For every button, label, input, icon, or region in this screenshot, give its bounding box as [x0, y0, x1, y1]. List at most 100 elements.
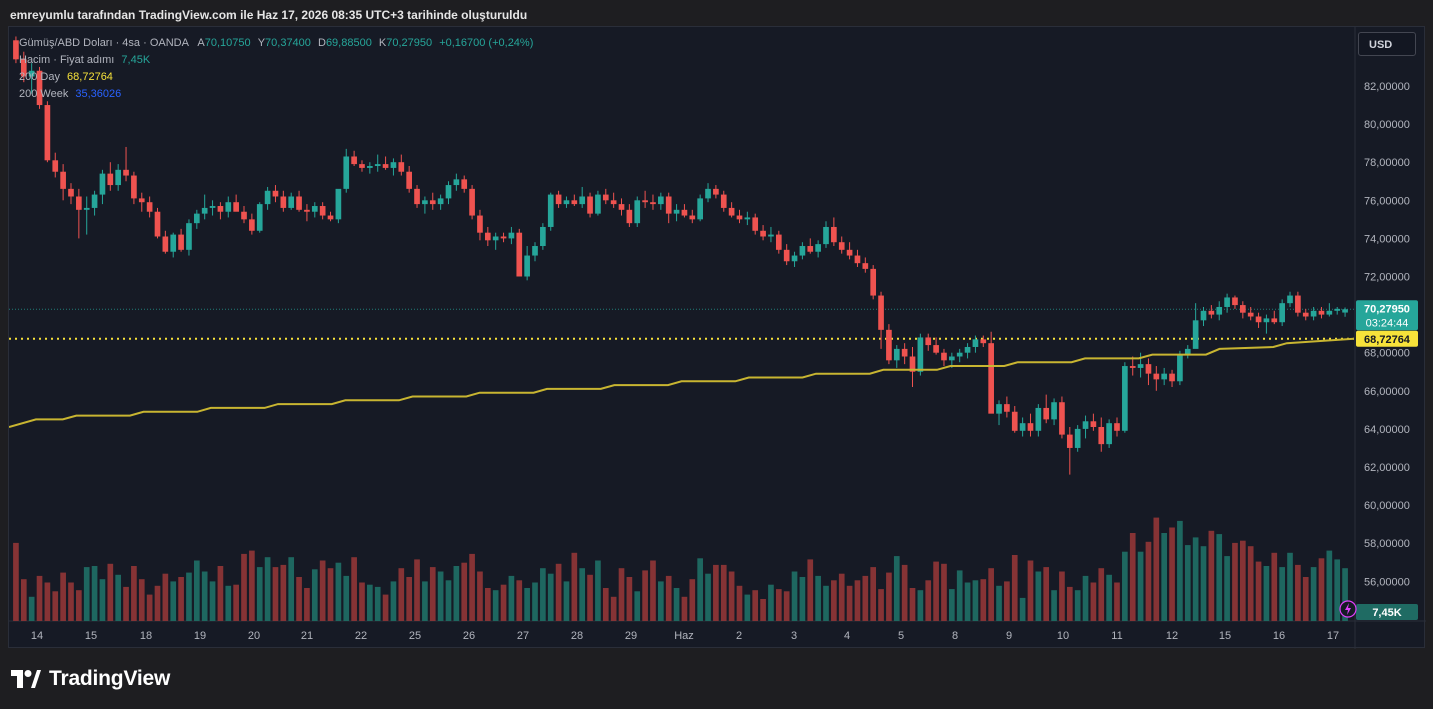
- x-tick-label: 15: [1219, 630, 1231, 642]
- volume-indicator-label: Hacim · Fiyat adımı: [19, 54, 115, 66]
- candle-body: [775, 234, 782, 250]
- candle-body: [665, 196, 672, 214]
- candle-body: [52, 160, 59, 172]
- candle-body: [1011, 411, 1018, 431]
- volume-bar: [1255, 561, 1262, 621]
- candle-body: [854, 255, 861, 264]
- volume-bar: [610, 596, 617, 621]
- candle-body: [1059, 402, 1065, 435]
- candle-body: [1255, 316, 1262, 323]
- y-tick-label: 60,00000: [1364, 500, 1410, 512]
- candle-body: [1043, 407, 1050, 420]
- volume-bar: [1027, 560, 1034, 621]
- volume-bar: [52, 591, 59, 621]
- volume-bar: [634, 591, 641, 621]
- volume-bar: [1098, 568, 1105, 621]
- candle-body: [1098, 426, 1105, 445]
- volume-bar: [1066, 586, 1073, 621]
- volume-bar: [44, 582, 51, 621]
- volume-bar: [964, 582, 971, 621]
- candle-body: [154, 211, 161, 237]
- volume-bar: [728, 571, 735, 621]
- candle-body: [547, 194, 554, 227]
- volume-bar: [162, 573, 169, 621]
- candle-body: [1177, 354, 1183, 382]
- symbol-name[interactable]: Gümüş/ABD Doları · 4sa · OANDA: [19, 37, 189, 49]
- y-tick-label: 72,00000: [1364, 272, 1410, 284]
- volume-bar: [138, 579, 145, 621]
- volume-bar: [492, 590, 499, 621]
- volume-bar: [626, 577, 633, 621]
- x-tick-label: 9: [1006, 630, 1012, 642]
- candle-body: [642, 200, 648, 203]
- candle-body: [1027, 423, 1034, 431]
- volume-bar: [1153, 517, 1160, 621]
- candle-body: [1161, 373, 1168, 380]
- ma-price-label: 68,72764: [1364, 334, 1411, 346]
- candle-body: [720, 194, 727, 208]
- x-tick-label: 11: [1111, 630, 1122, 642]
- volume-bar: [1239, 540, 1246, 621]
- plot-area[interactable]: [9, 36, 1354, 621]
- volume-bar: [461, 562, 468, 621]
- candle-body: [697, 198, 703, 220]
- legend-ma200w-row[interactable]: 200 Week 35,36026: [19, 86, 533, 103]
- volume-bar: [673, 588, 680, 621]
- candle-body: [933, 345, 939, 353]
- candle-body: [351, 156, 357, 165]
- volume-bar: [1059, 571, 1065, 621]
- candle-body: [492, 236, 499, 241]
- y-tick-label: 56,00000: [1364, 576, 1410, 588]
- volume-bar: [854, 580, 861, 621]
- candle-body: [445, 185, 452, 199]
- candle-body: [823, 226, 829, 245]
- candle-body: [36, 70, 43, 106]
- chart-panel[interactable]: 82,00000 80,00000 78,00000 76,00000 74,00000…: [8, 26, 1426, 649]
- volume-bar: [1310, 567, 1317, 621]
- y-tick-label: 80,00000: [1364, 119, 1410, 131]
- chart-legend: Gümüş/ABD Doları · 4sa · OANDA A70,10750…: [19, 35, 533, 103]
- volume-bar: [1208, 530, 1215, 621]
- candle-body: [783, 249, 790, 262]
- volume-indicator-value: 7,45K: [121, 54, 151, 66]
- volume-bar: [744, 594, 751, 621]
- legend-volume-row[interactable]: Hacim · Fiyat adımı 7,45K: [19, 52, 533, 69]
- volume-bar: [815, 575, 821, 621]
- volume-bar: [571, 552, 578, 621]
- candle-body: [658, 196, 664, 205]
- candle-body: [610, 200, 617, 205]
- volume-bar: [783, 591, 790, 621]
- candle-body: [107, 173, 114, 186]
- candle-body: [681, 209, 688, 216]
- legend-ma200d-row[interactable]: 200 Day 68,72764: [19, 69, 533, 86]
- candle-body: [264, 190, 271, 205]
- volume-bar: [736, 585, 743, 621]
- candle-body: [20, 59, 27, 77]
- volume-bar: [201, 571, 208, 621]
- x-tick-label: 4: [844, 630, 850, 642]
- x-tick-label: 17: [1327, 630, 1339, 642]
- candle-body: [1145, 364, 1152, 374]
- volume-bar: [256, 567, 263, 621]
- candle-body: [540, 226, 546, 247]
- candle-body: [162, 236, 169, 252]
- candle-body: [1279, 303, 1285, 323]
- volume-bar: [1051, 590, 1057, 621]
- candle-body: [225, 202, 232, 212]
- candle-body: [634, 200, 641, 224]
- volume-bar: [170, 581, 177, 621]
- candle-body: [768, 234, 774, 237]
- candle-body: [1334, 308, 1341, 311]
- candle-body: [123, 169, 129, 176]
- volume-bar: [1247, 546, 1254, 621]
- candle-body: [209, 206, 216, 208]
- x-tick-label: 28: [571, 630, 583, 642]
- currency-button[interactable]: USD: [1358, 32, 1416, 56]
- candlestick-chart[interactable]: 82,00000 80,00000 78,00000 76,00000 74,00000…: [9, 27, 1426, 649]
- low-label: D: [317, 37, 326, 49]
- candle-body: [296, 196, 302, 210]
- tradingview-logo[interactable]: TradingView: [11, 665, 170, 693]
- candle-body: [964, 346, 971, 353]
- volume-bar: [107, 563, 114, 621]
- candle-body: [280, 196, 287, 208]
